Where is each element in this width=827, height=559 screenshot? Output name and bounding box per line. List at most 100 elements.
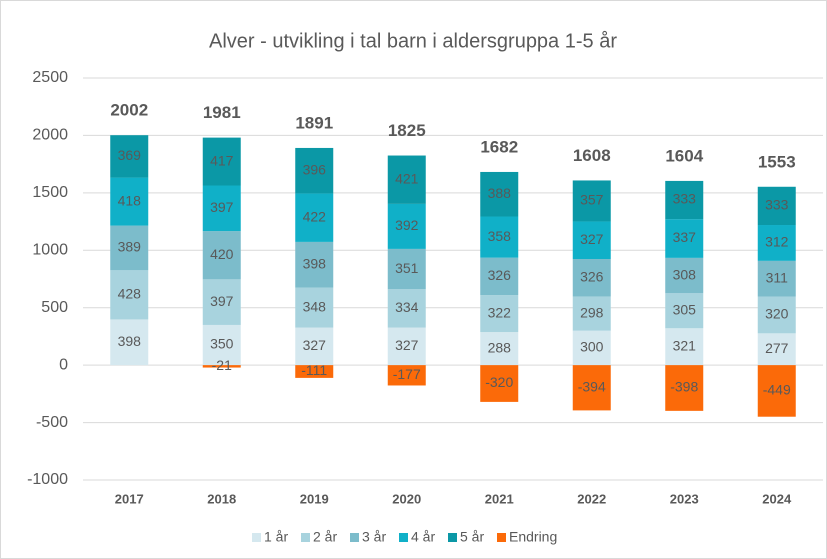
bar-segment [572,296,611,331]
chart-title: Alver - utvikling i tal barn i aldersgru… [209,30,617,52]
bar-segment [480,332,519,366]
y-tick-label: 2500 [32,69,68,86]
bar-segment [202,279,241,325]
bar-segment [202,365,241,368]
bar-segment [110,270,149,320]
bar-segment [110,319,149,366]
data-label: 327 [395,337,419,353]
y-tick-label: 1000 [32,242,68,259]
bar-segment [572,365,611,411]
bar-segment [387,248,426,290]
data-label: 418 [118,192,142,208]
bar-segment [757,260,796,297]
legend-swatch [448,533,457,542]
data-label: 357 [580,192,604,208]
data-label: 300 [580,339,604,355]
bar-segment [480,257,519,296]
data-label: 327 [580,231,604,247]
x-tick-label: 2024 [762,491,792,506]
y-tick-label: -500 [36,414,68,431]
data-label: -449 [763,382,791,398]
legend-label: 2 år [313,529,337,545]
data-label: 369 [118,147,142,163]
x-tick-label: 2020 [392,491,421,506]
data-label: 398 [118,333,142,349]
data-label: 305 [673,301,697,317]
bar-segment [387,289,426,328]
data-label: 320 [765,306,789,322]
x-tick-label: 2022 [577,491,606,506]
total-label: 1682 [480,137,518,156]
data-label: -398 [670,379,698,395]
bar-segment [295,147,334,194]
bar-segment [480,365,519,402]
bar-segment [387,327,426,366]
bar-segment [202,185,241,232]
data-label: 422 [303,208,327,224]
bar-segment [665,180,704,220]
x-tick-label: 2017 [115,491,144,506]
total-label: 1825 [388,121,426,140]
data-label: -177 [393,366,421,382]
bar-segment [572,180,611,222]
bar-segment [295,327,334,366]
total-label: 1981 [203,103,241,122]
legend-swatch [497,533,506,542]
data-label: -21 [212,357,232,373]
data-label: 397 [210,293,234,309]
data-label: 333 [673,191,697,207]
data-label: 389 [118,239,142,255]
bar-segment [295,241,334,288]
data-label: 322 [488,304,512,320]
data-label: 398 [303,255,327,271]
x-tick-label: 2019 [300,491,329,506]
legend-label: 1 år [264,529,288,545]
data-label: 348 [303,298,327,314]
data-label: 312 [765,234,789,250]
bar-segment [387,365,426,386]
data-label: 321 [673,337,697,353]
legend-swatch [301,533,310,542]
legend-swatch [252,533,261,542]
bar-segment [757,225,796,261]
legend-label: 4 år [411,529,435,545]
data-label: -394 [578,378,606,394]
data-label: 421 [395,170,419,186]
data-label: 396 [303,161,327,177]
bar-segment [110,225,149,271]
bar-segment [110,135,149,178]
total-label: 1553 [758,152,796,171]
bar-segment [757,186,796,226]
bar-segment [572,330,611,366]
data-label: -320 [485,374,513,390]
y-tick-label: -1000 [27,471,68,488]
bar-segment [665,293,704,329]
bar-segment [665,328,704,366]
bar-segment [202,231,241,280]
legend-swatch [399,533,408,542]
bar-segment [110,177,149,226]
data-label: 358 [488,228,512,244]
total-label: 1604 [665,146,703,165]
x-tick-label: 2018 [207,491,236,506]
bar-segment [665,257,704,294]
data-label: 311 [766,269,789,285]
bar-segment [757,333,796,366]
data-label: 337 [673,229,697,245]
legend-label: Endring [509,529,557,545]
data-label: 417 [210,152,234,168]
data-label: 397 [210,199,234,215]
bar-segment [480,171,519,217]
data-label: 428 [118,286,142,302]
bar-segment [202,137,241,186]
data-label: 388 [488,185,512,201]
data-label: 333 [765,197,789,213]
data-label: 327 [303,337,327,353]
bar-segment [295,365,334,378]
y-tick-label: 2000 [32,127,68,144]
bar-segment [295,287,334,328]
data-label: 298 [580,304,604,320]
y-tick-label: 1500 [32,184,68,201]
data-label: 277 [765,340,789,356]
